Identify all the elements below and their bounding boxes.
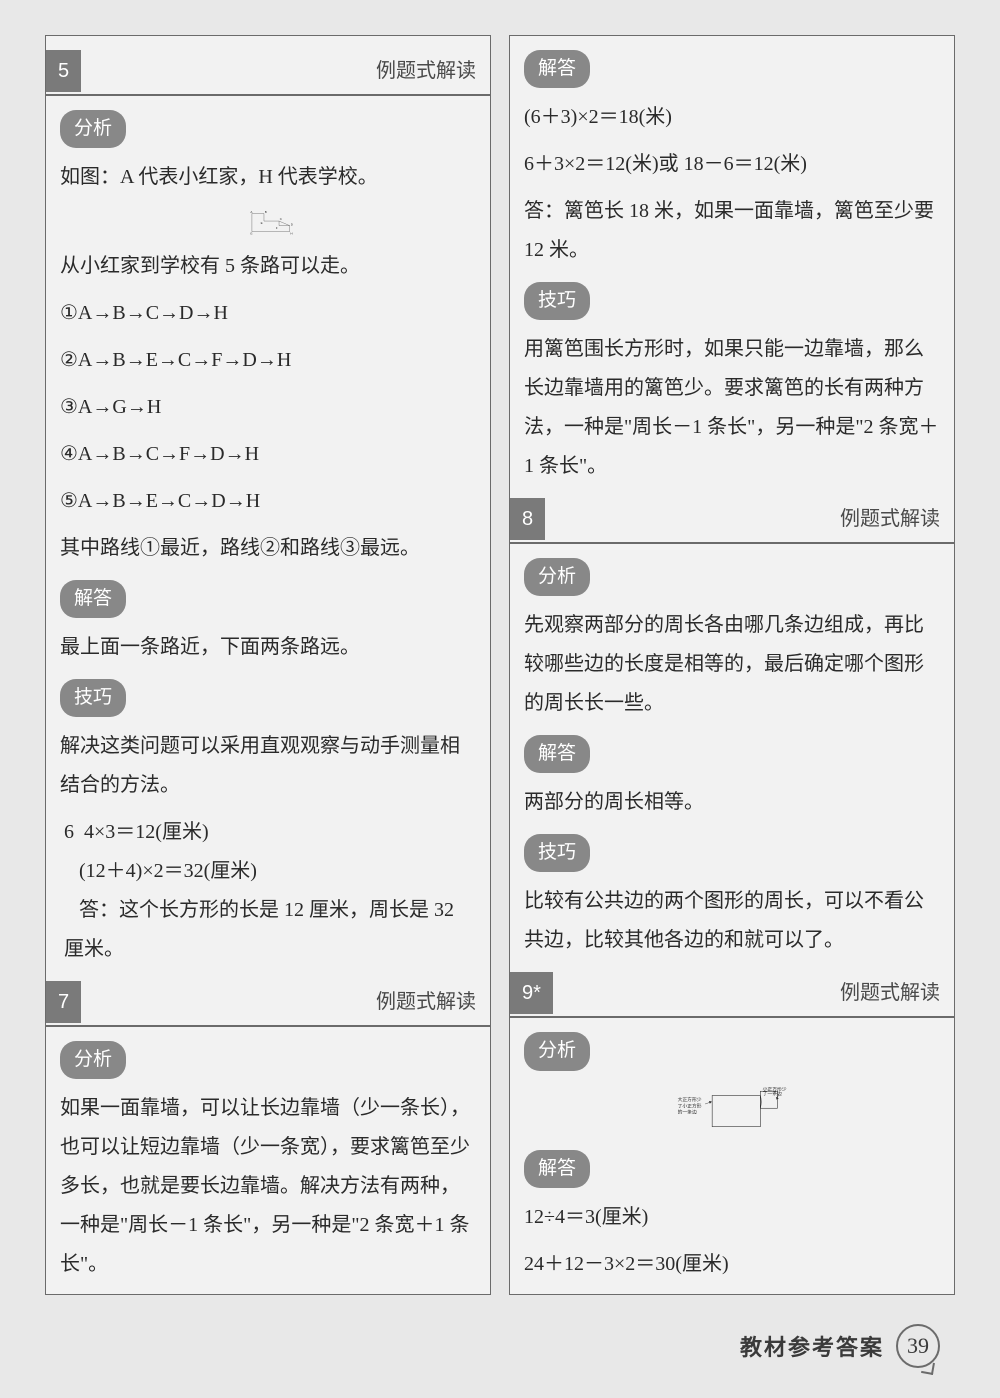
svg-text:A: A xyxy=(250,210,252,214)
sec6-line3: 答：这个长方形的长是 12 厘米，周长是 32 厘米。 xyxy=(64,899,454,960)
footer-label: 教材参考答案 xyxy=(740,1330,884,1362)
route-diagram: A B C D E F G H xyxy=(90,209,450,235)
tip-pill-7b: 技巧 xyxy=(524,282,590,320)
sec7b-line2: 6＋3×2＝12(米)或 18－6＝12(米) xyxy=(524,145,940,184)
svg-text:C: C xyxy=(280,217,283,221)
section-8-header: 8 例题式解读 xyxy=(510,498,954,544)
analysis-pill: 分析 xyxy=(60,110,126,148)
left-column: 5 例题式解读 分析 如图：A 代表小红家，H 代表学校。 A B C D E … xyxy=(45,35,491,1295)
answer-pill-7b: 解答 xyxy=(524,50,590,88)
svg-text:H: H xyxy=(290,231,292,234)
sec9-line1: 12÷4＝3(厘米) xyxy=(524,1198,940,1237)
sec5-answer: 最上面一条路近，下面两条路远。 xyxy=(60,628,476,667)
sec9-line2: 24＋12－3×2＝30(厘米) xyxy=(524,1245,940,1284)
sec5-after-diagram: 从小红家到学校有 5 条路可以走。 xyxy=(60,247,476,286)
svg-text:小正方形少: 小正方形少 xyxy=(763,1087,787,1092)
page-footer: 教材参考答案 39 xyxy=(740,1324,940,1368)
section-5-header: 5 例题式解读 xyxy=(46,50,490,96)
section-5-label: 例题式解读 xyxy=(376,52,476,90)
analysis-pill-8: 分析 xyxy=(524,558,590,596)
route-conclusion: 其中路线①最近，路线②和路线③最远。 xyxy=(60,529,476,568)
page-number: 39 xyxy=(896,1324,940,1368)
sec8-tip: 比较有公共边的两个图形的周长，可以不看公共边，比较其他各边的和就可以了。 xyxy=(524,882,940,960)
svg-text:大正方形少: 大正方形少 xyxy=(678,1096,702,1103)
svg-text:G: G xyxy=(250,231,253,234)
section-9-header: 9* 例题式解读 xyxy=(510,972,954,1018)
svg-text:的一条边: 的一条边 xyxy=(678,1108,697,1115)
section-number-8: 8 xyxy=(510,498,545,540)
sec7b-line1: (6＋3)×2＝18(米) xyxy=(524,98,940,137)
section-7-header: 7 例题式解读 xyxy=(46,981,490,1027)
route-1: ①A→B→C→D→H xyxy=(60,294,476,333)
route-2: ②A→B→E→C→F→D→H xyxy=(60,341,476,380)
section-8-label: 例题式解读 xyxy=(840,500,940,538)
svg-text:D: D xyxy=(291,222,294,226)
analysis-pill-7: 分析 xyxy=(60,1041,126,1079)
sec5-tip: 解决这类问题可以采用直观观察与动手测量相结合的方法。 xyxy=(60,727,476,805)
square-diagram: 大正方形少 了小正方形 的一条边 小正方形少 了一条边 xyxy=(532,1087,932,1132)
analysis-pill-9: 分析 xyxy=(524,1032,590,1070)
svg-text:了小正方形: 了小正方形 xyxy=(678,1102,702,1109)
section-7-label: 例题式解读 xyxy=(376,983,476,1021)
section-9-label: 例题式解读 xyxy=(840,974,940,1012)
sec6-line2: (12＋4)×2＝32(厘米) xyxy=(79,860,257,882)
sec7-analysis: 如果一面靠墙，可以让长边靠墙（少一条长），也可以让短边靠墙（少一条宽），要求篱笆… xyxy=(60,1089,476,1284)
svg-text:B: B xyxy=(265,210,267,214)
tip-pill: 技巧 xyxy=(60,679,126,717)
route-4: ④A→B→C→F→D→H xyxy=(60,435,476,474)
svg-text:E: E xyxy=(261,221,263,225)
answer-pill-8: 解答 xyxy=(524,735,590,773)
section-number-7: 7 xyxy=(46,981,81,1023)
sec6-line1: 4×3＝12(厘米) xyxy=(84,821,209,843)
sec7b-tip: 用篱笆围长方形时，如果只能一边靠墙，那么长边靠墙用的篱笆少。要求篱笆的长有两种方… xyxy=(524,330,940,486)
answer-pill: 解答 xyxy=(60,580,126,618)
answer-pill-9: 解答 xyxy=(524,1150,590,1188)
sec5-intro: 如图：A 代表小红家，H 代表学校。 xyxy=(60,158,476,197)
route-5: ⑤A→B→E→C→D→H xyxy=(60,482,476,521)
svg-text:F: F xyxy=(276,226,278,230)
section-number-6: 6 xyxy=(64,821,74,843)
tip-pill-8: 技巧 xyxy=(524,834,590,872)
sec8-answer: 两部分的周长相等。 xyxy=(524,783,940,822)
section-number-9: 9* xyxy=(510,972,553,1014)
right-column: 解答 (6＋3)×2＝18(米) 6＋3×2＝12(米)或 18－6＝12(米)… xyxy=(509,35,955,1295)
section-number-5: 5 xyxy=(46,50,81,92)
route-3: ③A→G→H xyxy=(60,388,476,427)
sec6-block: 6 4×3＝12(厘米) (12＋4)×2＝32(厘米) 答：这个长方形的长是 … xyxy=(64,813,476,969)
sec8-analysis: 先观察两部分的周长各由哪几条边组成，再比较哪些边的长度是相等的，最后确定哪个图形… xyxy=(524,606,940,723)
sec7b-line3: 答：篱笆长 18 米，如果一面靠墙，篱笆至少要 12 米。 xyxy=(524,192,940,270)
